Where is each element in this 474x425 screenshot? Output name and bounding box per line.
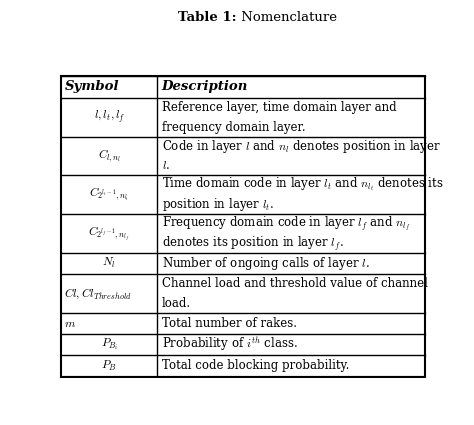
Text: Total number of rakes.: Total number of rakes. — [162, 317, 297, 330]
Text: $C_{2^{l_t-1},n_{l_t}}$: $C_{2^{l_t-1},n_{l_t}}$ — [89, 186, 129, 203]
Text: position in layer $l_t$.: position in layer $l_t$. — [162, 196, 274, 213]
Text: Reference layer, time domain layer and: Reference layer, time domain layer and — [162, 101, 396, 114]
Text: Frequency domain code in layer $l_f$ and $n_{l_f}$: Frequency domain code in layer $l_f$ and… — [162, 214, 410, 232]
Text: $P_B$: $P_B$ — [101, 359, 117, 373]
Text: Time domain code in layer $l_t$ and $n_{l_t}$ denotes its: Time domain code in layer $l_t$ and $n_{… — [162, 176, 444, 193]
Text: Number of ongoing calls of layer $l$.: Number of ongoing calls of layer $l$. — [162, 255, 370, 272]
Text: $P_{B_i}$: $P_{B_i}$ — [100, 337, 118, 352]
Text: $l, l_t, l_f$: $l, l_t, l_f$ — [93, 109, 125, 125]
Text: Symbol: Symbol — [65, 80, 119, 93]
Text: Channel load and threshold value of channel: Channel load and threshold value of chan… — [162, 277, 428, 290]
Text: $m$: $m$ — [64, 317, 76, 330]
Text: $Cl, Cl_{Threshold}$: $Cl, Cl_{Threshold}$ — [64, 286, 132, 300]
Text: Table 1:: Table 1: — [178, 11, 237, 24]
Text: $C_{l,n_l}$: $C_{l,n_l}$ — [98, 148, 121, 164]
Text: frequency domain layer.: frequency domain layer. — [162, 121, 306, 133]
Text: Description: Description — [161, 80, 247, 93]
Text: Probability of $i^{th}$ class.: Probability of $i^{th}$ class. — [162, 336, 298, 354]
Text: denotes its position in layer $l_f$.: denotes its position in layer $l_f$. — [162, 234, 344, 252]
Text: load.: load. — [162, 297, 191, 310]
Text: $l$.: $l$. — [162, 159, 170, 172]
Text: $C_{2^{l_f-1},n_{l_f}}$: $C_{2^{l_f-1},n_{l_f}}$ — [89, 224, 130, 243]
Text: Code in layer $l$ and $n_l$ denotes position in layer: Code in layer $l$ and $n_l$ denotes posi… — [162, 138, 441, 155]
Text: $N_l$: $N_l$ — [102, 256, 116, 270]
Text: Total code blocking probability.: Total code blocking probability. — [162, 360, 349, 372]
Text: Nomenclature: Nomenclature — [237, 11, 337, 24]
